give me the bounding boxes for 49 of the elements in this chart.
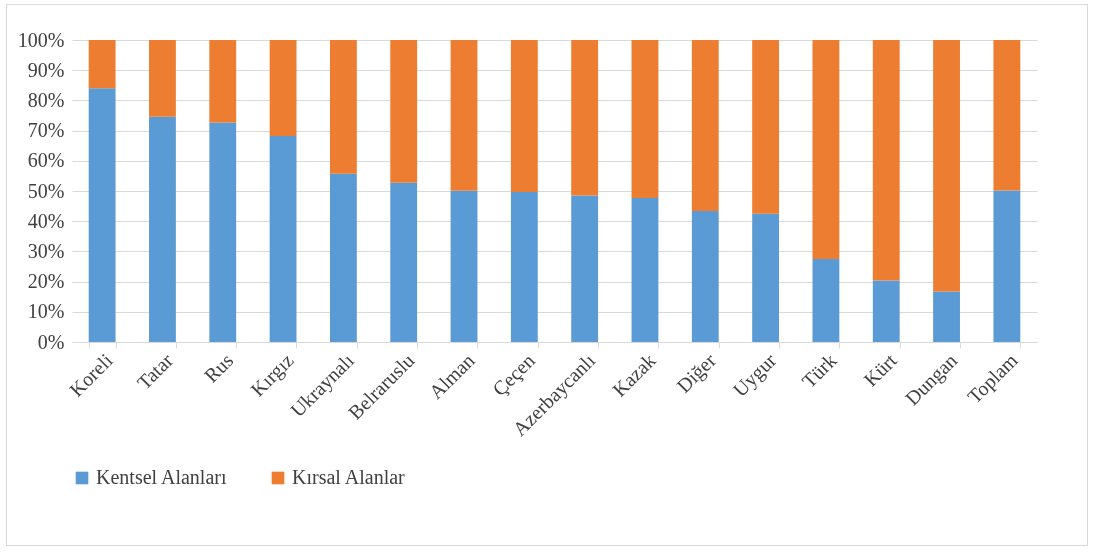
bar <box>571 195 599 342</box>
legend-label: Kentsel Alanları <box>96 466 227 488</box>
bar <box>631 197 659 342</box>
y-tick-label: 60% <box>27 149 65 172</box>
y-tick-label: 80% <box>27 88 65 111</box>
bar <box>872 280 900 342</box>
bar <box>149 116 176 342</box>
x-tick-label: Kürt <box>859 348 902 391</box>
bar <box>993 190 1021 342</box>
bar <box>269 40 297 137</box>
y-tick-label: 0% <box>37 330 65 353</box>
bar <box>390 182 418 342</box>
bar <box>510 40 538 192</box>
legend-label: Kırsal Alanlar <box>292 466 406 488</box>
y-tick-label: 100% <box>17 28 65 51</box>
bar <box>390 40 418 183</box>
bar <box>933 291 960 342</box>
y-tick-label: 70% <box>27 119 65 142</box>
bar <box>631 40 659 198</box>
bar <box>691 40 719 211</box>
bar <box>450 190 478 342</box>
y-tick-label: 20% <box>27 270 65 293</box>
bar <box>510 191 538 342</box>
bar <box>571 40 599 196</box>
x-tick-label: Tatar <box>132 348 178 394</box>
bar <box>88 40 116 89</box>
bar <box>993 40 1021 191</box>
bar <box>812 258 840 342</box>
y-tick-label: 50% <box>27 179 65 202</box>
bar <box>209 40 237 123</box>
bar <box>269 136 297 342</box>
x-tick-label: Rus <box>199 348 238 387</box>
y-tick-label: 10% <box>27 300 65 323</box>
y-tick-label: 40% <box>27 209 65 232</box>
bar <box>329 40 357 174</box>
bar <box>209 122 237 342</box>
bar <box>88 88 116 342</box>
bar <box>329 173 357 342</box>
bar <box>933 40 960 292</box>
bar <box>872 40 900 281</box>
x-tick-label: Türk <box>797 349 841 393</box>
y-tick-label: 90% <box>27 58 65 81</box>
y-tick-label: 30% <box>27 239 65 262</box>
bar <box>450 40 478 191</box>
bar <box>752 40 780 214</box>
bar <box>691 210 719 342</box>
bar <box>752 213 780 342</box>
bar <box>812 40 840 259</box>
bar <box>149 40 176 117</box>
